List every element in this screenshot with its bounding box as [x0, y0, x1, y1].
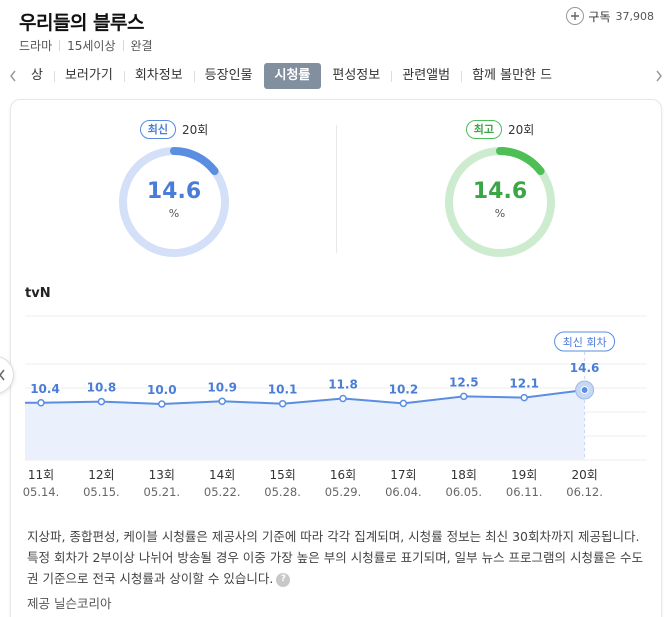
rating-note: 지상파, 종합편성, 케이블 시청률은 제공사의 기준에 따라 각각 집계되며,… — [27, 526, 647, 589]
latest-badge-row: 최신 20회 — [11, 120, 337, 139]
data-point — [97, 397, 106, 406]
episode-tick-label: 18회 — [451, 468, 477, 482]
episode-tick-label: 20회 — [571, 468, 597, 482]
chevron-left-icon[interactable] — [2, 60, 24, 92]
data-label: 11.8 — [328, 378, 358, 392]
data-label: 10.0 — [147, 383, 177, 397]
data-point — [158, 400, 166, 408]
tab-3[interactable]: 등장인물 — [193, 63, 264, 89]
latest-badge: 최신 — [139, 120, 176, 139]
date-tick-label: 05.28. — [264, 485, 301, 499]
data-point — [37, 399, 45, 407]
subscribe-count: 37,908 — [615, 9, 655, 23]
date-tick-label: 06.12. — [566, 485, 603, 499]
tab-5[interactable]: 편성정보 — [332, 68, 381, 83]
subscribe-label: 구독 — [588, 9, 611, 24]
data-label: 14.6 — [570, 361, 600, 375]
tab-6[interactable]: 관련앨범 — [391, 63, 461, 89]
date-tick-label: 05.15. — [83, 485, 120, 499]
data-point — [520, 393, 528, 402]
data-point — [278, 399, 287, 408]
program-meta: 드라마 15세이상 완결 — [19, 37, 153, 54]
tab-strip: 상 보러가기 회차정보 등장인물 시청률 편성정보 관련앨범 함께 볼만한 드 — [20, 60, 650, 92]
best-rating-block: 최고 20회 14.6 % — [337, 100, 663, 270]
program-title[interactable]: 우리들의 블루스 — [19, 12, 144, 34]
episode-tick-label: 16회 — [330, 468, 356, 482]
latest-episode: 20회 — [181, 123, 209, 137]
episode-tick-label: 12회 — [88, 468, 114, 482]
data-label: 12.1 — [509, 377, 539, 391]
episode-tick-label: 11회 — [28, 468, 54, 482]
episode-tick-label: 13회 — [149, 468, 175, 482]
meta-genre: 드라마 — [19, 39, 53, 53]
latest-episode-tag — [554, 331, 616, 352]
latest-gauge-ring — [119, 147, 229, 257]
gauge-divider — [336, 125, 337, 253]
date-tick-label: 05.29. — [325, 485, 362, 499]
data-point — [339, 394, 347, 403]
best-rating-value: 14.6 — [472, 179, 528, 204]
tab-7[interactable]: 함께 볼만한 드 — [461, 63, 563, 89]
latest-episode-tag-label: 최신 회차 — [563, 336, 607, 349]
episode-tick-label: 15회 — [269, 468, 295, 482]
data-label: 10.8 — [87, 381, 117, 395]
latest-gauge: 14.6 % — [116, 144, 232, 260]
tab-0[interactable]: 상 — [31, 68, 43, 83]
data-label: 10.1 — [268, 383, 298, 397]
rating-chart: tvN 10.4 11회 05.14. 10.8 12회 05.15. 10.0 13회 05.… — [11, 280, 663, 510]
episode-tick-label: 17회 — [390, 468, 416, 482]
data-label: 10.2 — [389, 382, 419, 396]
latest-rating-value: 14.6 — [146, 179, 202, 204]
best-gauge-fill — [445, 147, 555, 257]
help-icon[interactable]: ? — [276, 572, 291, 587]
latest-gauge-fill — [119, 147, 229, 257]
chevron-right-icon[interactable] — [648, 60, 670, 92]
tab-2[interactable]: 회차정보 — [123, 63, 194, 89]
data-label: 10.9 — [207, 380, 237, 394]
date-tick-label: 06.11. — [506, 485, 543, 499]
subscribe-button[interactable]: 구독 37,908 — [566, 7, 654, 25]
latest-rating-unit: % — [168, 207, 180, 220]
meta-rating: 15세이상 — [67, 39, 116, 53]
latest-rating-block: 최신 20회 14.6 % — [11, 100, 337, 270]
best-gauge: 14.6 % — [442, 144, 558, 260]
chart-area-fill — [25, 390, 585, 460]
data-source: 제공 닐슨코리아 — [27, 596, 112, 611]
data-point — [218, 397, 226, 406]
best-badge: 최고 — [465, 120, 502, 139]
data-point — [580, 386, 589, 394]
episode-tick-label: 19회 — [511, 468, 537, 482]
data-label: 12.5 — [449, 375, 479, 389]
best-episode: 20회 — [507, 123, 535, 137]
date-tick-label: 06.04. — [385, 485, 422, 499]
date-tick-label: 05.14. — [23, 485, 60, 499]
episode-tick-label: 14회 — [209, 468, 235, 482]
tab-1[interactable]: 보러가기 — [53, 63, 124, 89]
tab-4[interactable]: 시청률 — [263, 63, 322, 89]
data-label: 10.4 — [30, 382, 60, 396]
rating-line-chart: 10.4 11회 05.14. 10.8 12회 05.15. 10.0 13회 05.21. 1… — [23, 315, 647, 499]
meta-divider — [59, 40, 61, 51]
program-header: 우리들의 블루스 드라마 15세이상 완결 구독 37,908 — [0, 0, 672, 60]
best-badge-row: 최고 20회 — [337, 120, 663, 139]
tab-bar: 상 보러가기 회차정보 등장인물 시청률 편성정보 관련앨범 함께 볼만한 드 — [0, 60, 672, 92]
date-tick-label: 05.21. — [144, 485, 181, 499]
best-rating-unit: % — [494, 207, 506, 220]
best-gauge-ring — [445, 147, 555, 257]
meta-status: 완결 — [130, 39, 153, 53]
data-point — [399, 399, 408, 408]
plus-icon — [566, 7, 585, 25]
date-tick-label: 05.22. — [204, 485, 241, 499]
rating-note-text: 지상파, 종합편성, 케이블 시청률은 제공사의 기준에 따라 각각 집계되며,… — [27, 529, 644, 586]
date-tick-label: 06.05. — [446, 485, 483, 499]
meta-divider — [122, 40, 124, 51]
data-point — [460, 392, 468, 401]
network-label: tvN — [25, 286, 51, 301]
